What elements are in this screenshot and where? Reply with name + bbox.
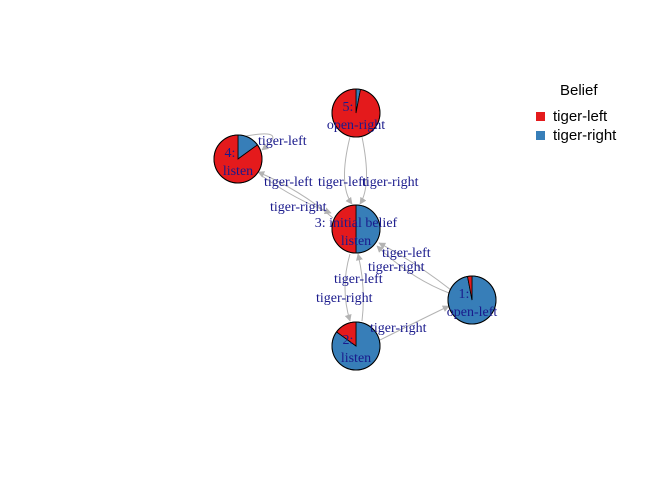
legend-swatch-tiger-right <box>536 131 545 140</box>
legend-item-tiger-right: tiger-right <box>536 126 616 145</box>
edge-label: tiger-left <box>318 175 367 190</box>
edge-label: tiger-right <box>368 260 425 275</box>
edge-1-to-3 <box>376 245 450 294</box>
node-outline <box>331 321 381 371</box>
node-1 <box>447 275 497 325</box>
edge-3-to-2 <box>344 253 352 322</box>
node-outline <box>331 88 381 138</box>
node-label-bottom: listen <box>341 234 371 249</box>
legend-title: Belief <box>560 82 598 99</box>
node-label-bottom: listen <box>223 164 253 179</box>
node-label-top: 3: initial belief <box>315 216 398 231</box>
node-outline <box>331 204 381 254</box>
edge-label: tiger-left <box>264 175 313 190</box>
node-label-bottom: listen <box>341 351 371 366</box>
legend-label-tiger-right: tiger-right <box>553 127 617 144</box>
edge-label: tiger-right <box>270 200 327 215</box>
node-label-top: 4: <box>225 146 236 161</box>
node-label-bottom: open-right <box>327 118 385 133</box>
node-outline <box>213 134 263 184</box>
node-label-bottom: open-left <box>447 305 498 320</box>
edge-4-to-3 <box>261 175 332 215</box>
node-3 <box>331 204 381 254</box>
node-label-top: 1: <box>459 287 470 302</box>
edge-label: tiger-left <box>334 272 383 287</box>
edge-label: tiger-left <box>258 134 307 149</box>
legend-swatch-tiger-left <box>536 112 545 121</box>
node-4 <box>213 134 263 184</box>
legend: Belief tiger-left tiger-right <box>536 82 616 145</box>
edge-2-to-1 <box>379 305 450 341</box>
legend-label-tiger-left: tiger-left <box>553 108 608 125</box>
edge-label: tiger-right <box>370 321 427 336</box>
node-outline <box>447 275 497 325</box>
edge-4-to-4 <box>245 133 274 151</box>
edge-label: tiger-right <box>316 291 373 306</box>
node-label-top: 2: <box>343 333 354 348</box>
edge-label: tiger-right <box>362 175 419 190</box>
edge-5-to-3 <box>359 136 368 205</box>
edge-2-to-3 <box>356 253 364 322</box>
edge-1-to-3 <box>378 242 452 291</box>
node-2 <box>331 321 381 371</box>
node-5 <box>331 88 381 138</box>
edge-5-to-3 <box>343 136 353 205</box>
edge-label: tiger-left <box>382 246 431 261</box>
node-label-top: 5: <box>343 100 354 115</box>
legend-item-tiger-left: tiger-left <box>536 107 616 126</box>
